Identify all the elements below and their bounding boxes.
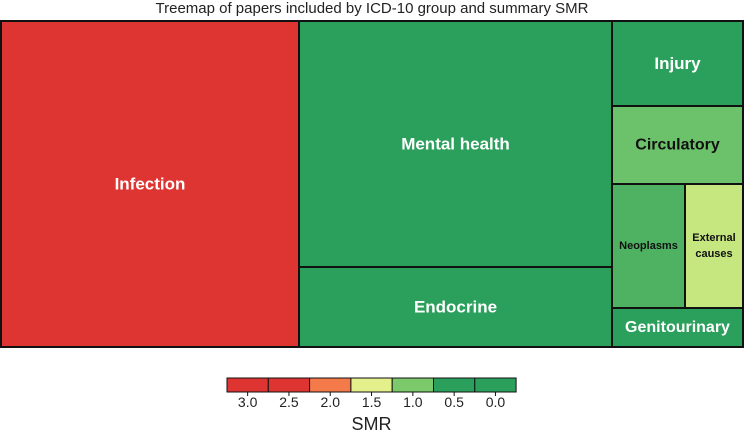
tile-label-circulatory: Circulatory xyxy=(635,137,720,154)
tile-external-causes: External causes xyxy=(684,183,744,309)
legend-swatch-7 xyxy=(474,377,517,393)
tile-injury: Injury xyxy=(611,20,744,107)
tile-circulatory: Circulatory xyxy=(611,105,744,185)
tile-label-infection: Infection xyxy=(115,175,186,194)
chart-title: Treemap of papers included by ICD-10 gro… xyxy=(155,0,589,17)
legend-tick-label-2: 2.5 xyxy=(279,394,299,410)
tile-label-injury: Injury xyxy=(654,54,701,73)
legend-tick-label-1: 3.0 xyxy=(238,394,258,410)
legend-tick-label-3: 2.0 xyxy=(321,394,341,410)
tile-label-external-causes-2: causes xyxy=(695,248,732,260)
smr-legend: 3.0 2.5 2.0 1.5 1.0 0.5 0.0 SMR xyxy=(226,377,517,432)
legend-tick-label-6: 0.5 xyxy=(444,394,464,410)
tile-genitourinary: Genitourinary xyxy=(611,307,744,348)
legend-swatch-6 xyxy=(433,377,476,393)
tile-label-neoplasms: Neoplasms xyxy=(619,240,678,252)
tile-neoplasms: Neoplasms xyxy=(611,183,686,309)
tile-rect-circulatory xyxy=(611,105,744,185)
tile-label-mental-health: Mental health xyxy=(401,135,510,154)
tile-mental-health: Mental health xyxy=(298,20,613,268)
legend-swatch-2 xyxy=(267,377,311,393)
tile-rect-neoplasms xyxy=(611,183,686,309)
legend-swatch-5 xyxy=(391,377,435,393)
legend-title: SMR xyxy=(352,414,392,432)
legend-swatch-3 xyxy=(309,377,352,393)
legend-tick-label-7: 0.0 xyxy=(486,394,506,410)
tile-rect-genitourinary xyxy=(611,307,744,348)
legend-swatch-1 xyxy=(226,377,269,393)
legend-tick-label-4: 1.5 xyxy=(362,394,382,410)
tile-infection: Infection xyxy=(0,20,300,348)
tile-label-external-causes-1: External xyxy=(692,232,735,244)
tile-label-endocrine: Endocrine xyxy=(414,298,497,317)
tile-rect-external-causes xyxy=(684,183,744,309)
tile-rect-injury xyxy=(611,20,744,107)
tile-label-genitourinary: Genitourinary xyxy=(625,319,730,336)
legend-swatch-4 xyxy=(350,377,393,393)
tile-endocrine: Endocrine xyxy=(298,266,613,348)
legend-tick-label-5: 1.0 xyxy=(403,394,423,410)
